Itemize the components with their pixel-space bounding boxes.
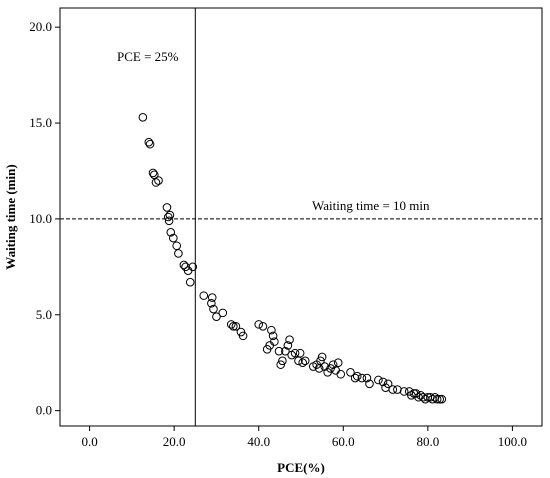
data-point xyxy=(298,358,307,368)
data-point xyxy=(164,216,174,226)
vertical-line-label: PCE = 25% xyxy=(117,49,179,64)
x-axis-title: PCE(%) xyxy=(277,460,325,475)
data-point xyxy=(218,308,228,318)
data-point xyxy=(209,304,218,314)
data-point xyxy=(316,356,325,366)
horizontal-line-label: Waiting time = 10 min xyxy=(312,198,430,213)
data-point xyxy=(328,360,338,369)
data-point xyxy=(357,373,367,383)
data-point xyxy=(207,293,217,302)
data-point xyxy=(169,233,178,243)
data-point xyxy=(274,346,284,356)
data-point xyxy=(162,203,172,212)
x-tick-label: 80.0 xyxy=(416,434,439,449)
data-point xyxy=(207,298,216,308)
data-point xyxy=(285,335,294,345)
data-point xyxy=(276,360,286,369)
data-point xyxy=(333,358,343,368)
data-point xyxy=(163,212,173,222)
x-tick-label: 40.0 xyxy=(247,434,270,449)
data-point xyxy=(290,348,300,358)
data-point xyxy=(352,371,362,381)
data-point xyxy=(148,168,158,178)
plot-area xyxy=(59,7,543,427)
data-point xyxy=(179,260,189,270)
data-point xyxy=(254,320,264,329)
x-tick-label: 100.0 xyxy=(498,434,527,449)
y-tick-label: 10.0 xyxy=(29,211,52,226)
reference-lines xyxy=(60,8,542,426)
x-axis: 0.0 20.0 40.0 60.0 80.0 100.0 xyxy=(81,426,527,449)
data-point xyxy=(188,262,198,272)
data-point xyxy=(399,387,409,396)
data-point xyxy=(283,341,293,350)
scatter-series xyxy=(138,112,447,404)
data-point xyxy=(174,249,183,258)
data-point xyxy=(437,394,447,404)
y-tick-label: 15.0 xyxy=(29,115,52,130)
x-tick-label: 0.0 xyxy=(81,434,97,449)
data-point xyxy=(365,379,374,389)
data-point xyxy=(166,228,176,237)
data-point xyxy=(374,375,383,385)
data-point xyxy=(281,346,290,356)
x-tick-label: 60.0 xyxy=(332,434,355,449)
data-point xyxy=(238,331,248,341)
y-tick-label: 5.0 xyxy=(36,307,52,322)
y-tick-label: 20.0 xyxy=(29,19,52,34)
data-point xyxy=(199,291,209,300)
data-point xyxy=(432,394,442,404)
data-point xyxy=(270,337,279,346)
data-point xyxy=(231,321,241,331)
data-point xyxy=(317,352,327,362)
x-tick-label: 20.0 xyxy=(163,434,186,449)
data-point xyxy=(185,277,195,287)
data-point xyxy=(212,312,221,322)
y-tick-label: 0.0 xyxy=(36,403,52,418)
data-point xyxy=(300,356,310,366)
data-point xyxy=(435,394,444,404)
data-point xyxy=(267,325,276,335)
data-point xyxy=(268,331,278,341)
data-point xyxy=(226,320,236,329)
data-point xyxy=(278,356,287,366)
data-point xyxy=(145,139,155,149)
data-point xyxy=(295,348,305,358)
data-point xyxy=(362,373,372,383)
data-point xyxy=(258,321,268,331)
data-point xyxy=(350,373,360,383)
y-axis-title: Waiting time (min) xyxy=(3,164,18,269)
data-point xyxy=(388,385,398,394)
data-point xyxy=(346,368,355,377)
data-point xyxy=(383,379,393,389)
data-point xyxy=(229,321,238,331)
data-point xyxy=(138,112,148,122)
data-point xyxy=(144,137,154,147)
data-point xyxy=(336,369,346,379)
data-point xyxy=(154,176,163,185)
y-axis: 0.0 5.0 10.0 15.0 20.0 xyxy=(29,19,60,418)
data-point xyxy=(165,210,175,220)
data-point xyxy=(378,377,388,387)
data-point xyxy=(151,178,161,187)
